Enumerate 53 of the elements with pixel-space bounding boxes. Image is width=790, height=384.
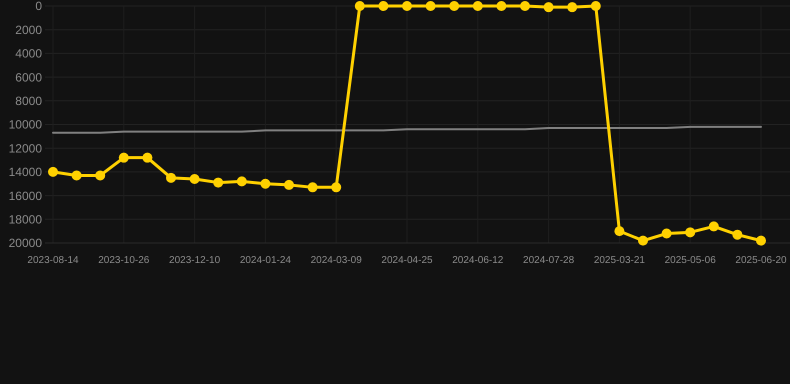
point (166, 172, 176, 183)
y-tick-label: 8000 (15, 94, 42, 108)
x-tick-label: 2025-05-06 (664, 255, 716, 266)
y-tick-label: 4000 (15, 46, 42, 61)
x-tick-label: 2024-04-25 (381, 255, 434, 266)
point (378, 1, 388, 11)
point (354, 1, 365, 11)
point (496, 1, 506, 11)
point (213, 178, 224, 188)
point (685, 227, 696, 238)
point (520, 1, 530, 11)
point (402, 1, 412, 11)
point (284, 180, 294, 190)
x-tick-label: 2024-07-28 (523, 255, 575, 266)
point (190, 174, 200, 184)
point (638, 236, 648, 246)
x-tick-label: 2024-03-09 (310, 255, 362, 266)
x-tick-label: 2025-03-21 (594, 255, 646, 266)
x-tick-label: 2023-12-10 (169, 255, 221, 266)
point (732, 230, 742, 240)
point (708, 221, 719, 232)
point (662, 228, 672, 239)
x-tick-label: 2024-01-24 (240, 255, 292, 266)
point (567, 2, 578, 12)
point (449, 1, 460, 11)
y-tick-label: 18000 (8, 212, 42, 226)
point (118, 152, 129, 163)
y-tick-label: 0 (35, 0, 42, 14)
y-tick-label: 14000 (8, 165, 42, 180)
y-tick-label: 12000 (8, 141, 42, 156)
x-tick-label: 2023-10-26 (98, 255, 150, 266)
point (72, 170, 82, 180)
x-tick-label: 2025-06-20 (735, 255, 788, 266)
y-tick-label: 2000 (15, 22, 42, 37)
point (260, 178, 270, 189)
point (426, 1, 436, 11)
y-tick-label: 10000 (8, 118, 42, 132)
point (142, 152, 152, 163)
point (236, 176, 247, 186)
point (614, 226, 624, 236)
y-tick-label: 6000 (15, 70, 42, 84)
x-tick-label: 2024-06-12 (452, 255, 504, 266)
point (544, 2, 554, 12)
x-tick-label: 2023-08-14 (27, 255, 80, 266)
point (756, 236, 766, 246)
y-tick-label: 20000 (8, 236, 42, 250)
point (590, 1, 601, 11)
point (331, 182, 342, 192)
point (308, 182, 318, 192)
y-tick-label: 16000 (8, 188, 42, 203)
point (48, 166, 58, 177)
point (472, 1, 483, 11)
point (95, 170, 106, 180)
